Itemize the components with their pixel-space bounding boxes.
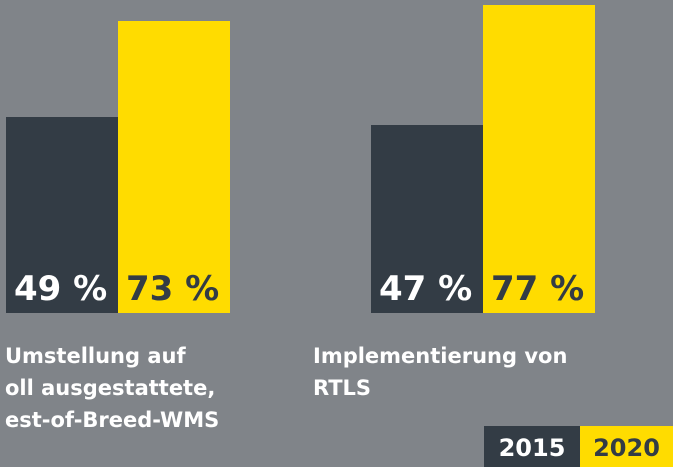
category-label: oll ausgestattete, xyxy=(5,376,215,400)
category-label: RTLS xyxy=(313,376,371,400)
value-label: 49 % xyxy=(14,269,107,309)
bar xyxy=(483,5,595,313)
category-label: Umstellung auf xyxy=(5,344,186,368)
value-label: 47 % xyxy=(379,269,472,309)
legend-label: 2015 xyxy=(499,434,566,462)
category-label: Implementierung von xyxy=(313,344,567,368)
bar xyxy=(371,125,483,313)
value-label: 73 % xyxy=(126,269,219,309)
legend-label: 2020 xyxy=(593,434,660,462)
legend-swatch xyxy=(580,426,673,467)
value-label: 77 % xyxy=(491,269,584,309)
bar xyxy=(118,21,230,313)
legend-swatch xyxy=(484,426,580,467)
bar xyxy=(6,117,118,313)
category-label: est-of-Breed-WMS xyxy=(5,408,219,432)
